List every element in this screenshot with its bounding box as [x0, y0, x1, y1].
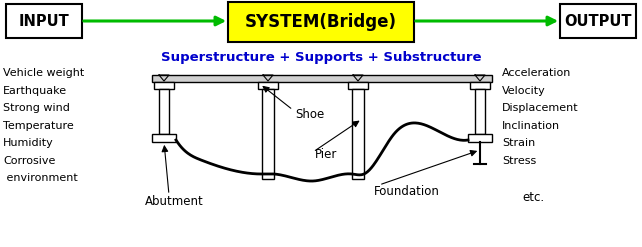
- Text: Superstructure + Supports + Substructure: Superstructure + Supports + Substructure: [160, 51, 482, 64]
- Bar: [258, 82, 278, 89]
- Text: Velocity: Velocity: [502, 85, 546, 96]
- FancyBboxPatch shape: [6, 4, 82, 38]
- Bar: [159, 89, 169, 134]
- Bar: [348, 82, 368, 89]
- Text: Earthquake: Earthquake: [3, 85, 67, 96]
- Text: INPUT: INPUT: [19, 14, 69, 28]
- Bar: [262, 89, 274, 179]
- Text: Strain: Strain: [502, 138, 535, 148]
- Text: Corrosive: Corrosive: [3, 156, 55, 165]
- Text: Foundation: Foundation: [374, 185, 440, 198]
- Text: Inclination: Inclination: [502, 121, 560, 130]
- Text: Humidity: Humidity: [3, 138, 54, 148]
- Bar: [352, 89, 364, 179]
- Bar: [152, 134, 176, 142]
- FancyBboxPatch shape: [560, 4, 636, 38]
- Bar: [468, 134, 492, 142]
- Text: SYSTEM(Bridge): SYSTEM(Bridge): [245, 13, 397, 31]
- Text: Strong wind: Strong wind: [3, 103, 70, 113]
- Bar: [470, 82, 490, 89]
- Text: Acceleration: Acceleration: [502, 68, 571, 78]
- Bar: [152, 75, 492, 82]
- Text: Abutment: Abutment: [144, 195, 204, 208]
- Text: Stress: Stress: [502, 156, 536, 165]
- Bar: [154, 82, 174, 89]
- Text: Displacement: Displacement: [502, 103, 578, 113]
- Text: OUTPUT: OUTPUT: [564, 14, 632, 28]
- Text: Shoe: Shoe: [295, 108, 324, 121]
- Text: Vehicle weight: Vehicle weight: [3, 68, 84, 78]
- Text: environment: environment: [3, 173, 78, 183]
- FancyBboxPatch shape: [228, 2, 414, 42]
- Text: Pier: Pier: [315, 148, 338, 161]
- Text: Temperature: Temperature: [3, 121, 74, 130]
- Bar: [475, 89, 485, 134]
- Text: etc.: etc.: [522, 190, 544, 204]
